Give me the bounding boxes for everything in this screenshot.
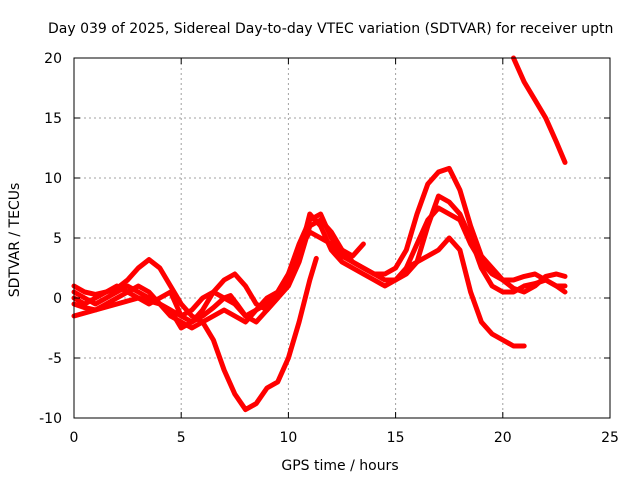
label-layer: 0 5 10 15 20 25 -10 -5 0 5 10 15 20 [39, 51, 619, 446]
x-axis-label: GPS time / hours [281, 458, 398, 474]
grid-layer [74, 58, 610, 418]
series-line-track-1 [71, 255, 319, 413]
chart-title: Day 039 of 2025, Sidereal Day-to-day VTE… [48, 21, 613, 37]
y-tick-label: 20 [44, 51, 62, 67]
series-line-track-7 [511, 55, 568, 165]
x-tick-label: 5 [177, 430, 186, 446]
series-line-track-2 [71, 211, 366, 331]
y-tick-label: 5 [53, 231, 62, 247]
tick-layer [73, 57, 611, 419]
y-tick-label: -5 [48, 351, 62, 367]
y-tick-label: 15 [44, 111, 62, 127]
series-line-track-6 [403, 235, 527, 349]
x-tick-label: 15 [387, 430, 405, 446]
series-line-track-3 [71, 165, 568, 325]
y-tick-label: 10 [44, 171, 62, 187]
series-layer [71, 55, 568, 413]
series-line-track-5 [71, 205, 568, 319]
y-tick-label: 0 [53, 291, 62, 307]
y-axis-label: SDTVAR / TECUs [7, 183, 23, 298]
x-tick-label: 20 [494, 430, 512, 446]
x-tick-label: 25 [601, 430, 619, 446]
y-tick-label: -10 [39, 411, 62, 427]
x-tick-label: 0 [70, 430, 79, 446]
x-tick-label: 10 [279, 430, 297, 446]
